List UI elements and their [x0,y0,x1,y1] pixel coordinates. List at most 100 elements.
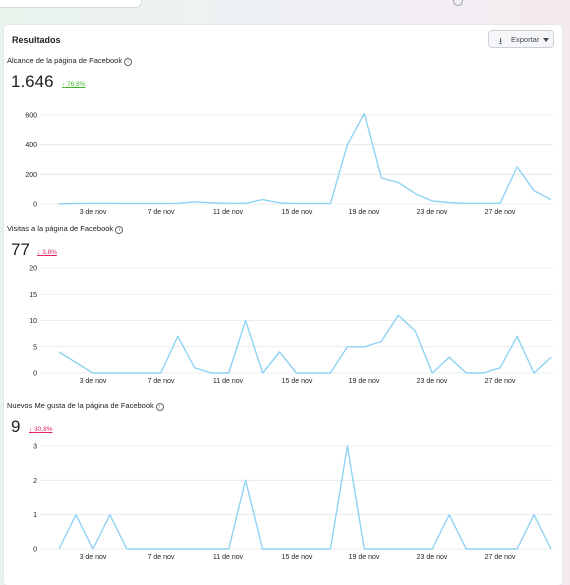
data-point [329,372,331,374]
y-tick-label: 0 [33,547,37,554]
caret-down-icon [543,38,549,42]
data-point [516,166,518,168]
x-tick-label: 27 de nov [485,209,516,216]
data-point [75,361,77,363]
x-tick-label: 15 de nov [282,554,313,561]
data-point [244,479,246,481]
data-point [75,513,77,515]
data-point [380,548,382,550]
export-button[interactable]: ⭳ Exportar [488,30,554,48]
data-point [143,202,145,204]
data-point [431,200,433,202]
x-tick-label: 23 de nov [417,554,448,561]
series-line [58,445,552,550]
x-tick-label: 27 de nov [485,554,516,561]
x-tick-label: 19 de nov [349,378,380,385]
data-point [109,202,111,204]
y-tick-label: 0 [33,202,37,209]
data-point [346,143,348,145]
data-point [177,202,179,204]
data-point [75,202,77,204]
charts-canvas: 0 200 400 600 3 de nov 7 de nov 11 de nov 15 de… [25,112,553,561]
data-point [92,372,94,374]
likes-change-value: 30,8% [34,426,53,433]
y-tick-label: 200 [25,172,37,179]
section-title-text: Nuevos Me gusta de la página de Facebook [7,401,154,410]
data-point [482,372,484,374]
data-point [312,548,314,550]
data-point [312,202,314,204]
info-icon[interactable]: i [155,403,164,411]
data-point [346,346,348,348]
data-point [448,513,450,515]
x-tick-label: 23 de nov [417,209,448,216]
data-point [482,202,484,204]
data-point [295,372,297,374]
data-point [550,548,552,550]
data-point [92,202,94,204]
data-point [550,356,552,358]
y-tick-label: 2 [33,478,37,485]
data-point [160,548,162,550]
x-tick-label: 27 de nov [485,378,516,385]
visits-change: ↓ 3,8% [37,249,57,256]
data-point [58,203,60,205]
reach-change: ↑ 76,8% [62,81,86,88]
reach-change-value: 76,8% [67,81,86,88]
x-tick-label: 23 de nov [417,378,448,385]
data-point [346,445,348,447]
data-point [210,202,212,204]
data-point [397,181,399,183]
x-tick-label: 11 de nov [213,378,244,385]
data-point [143,372,145,374]
data-point [380,340,382,342]
data-point [295,202,297,204]
section-title-likes: Nuevos Me gusta de la página de Facebook… [7,401,164,411]
data-point [126,202,128,204]
export-label: Exportar [511,35,540,44]
data-point [210,548,212,550]
x-tick-label: 19 de nov [349,209,380,216]
x-tick-label: 15 de nov [282,209,313,216]
data-point [431,372,433,374]
data-point [363,548,365,550]
reach-total: 1.646 [11,72,54,91]
data-point [499,548,501,550]
info-icon[interactable]: i [124,58,133,66]
data-point [261,198,263,200]
y-tick-label: 400 [25,142,37,149]
data-point [499,367,501,369]
data-point [516,548,518,550]
data-point [499,202,501,204]
data-point [397,314,399,316]
data-point [550,198,552,200]
data-point [160,372,162,374]
data-point [329,202,331,204]
x-tick-label: 7 de nov [148,554,175,561]
card-title: Resultados [12,35,61,45]
x-tick-label: 3 de nov [80,209,107,216]
down-arrow-icon: ↓ [37,249,41,256]
data-point [194,548,196,550]
data-point [177,548,179,550]
data-point [160,202,162,204]
data-point [448,201,450,203]
data-point [109,372,111,374]
y-tick-label: 600 [25,113,37,120]
data-point [363,346,365,348]
down-arrow-icon: ↓ [29,426,33,433]
data-point [126,372,128,374]
help-icon[interactable] [453,0,463,6]
section-title-text: Visitas a la página de Facebook [7,224,114,233]
data-point [363,112,365,114]
visits-total: 77 [11,240,30,259]
data-point [465,372,467,374]
info-icon[interactable]: i [115,226,124,234]
y-tick-label: 10 [29,318,37,325]
x-tick-label: 3 de nov [80,554,107,561]
data-point [516,335,518,337]
data-point [194,201,196,203]
x-tick-label: 7 de nov [148,378,175,385]
data-point [210,372,212,374]
top-search-pill[interactable] [0,0,142,8]
